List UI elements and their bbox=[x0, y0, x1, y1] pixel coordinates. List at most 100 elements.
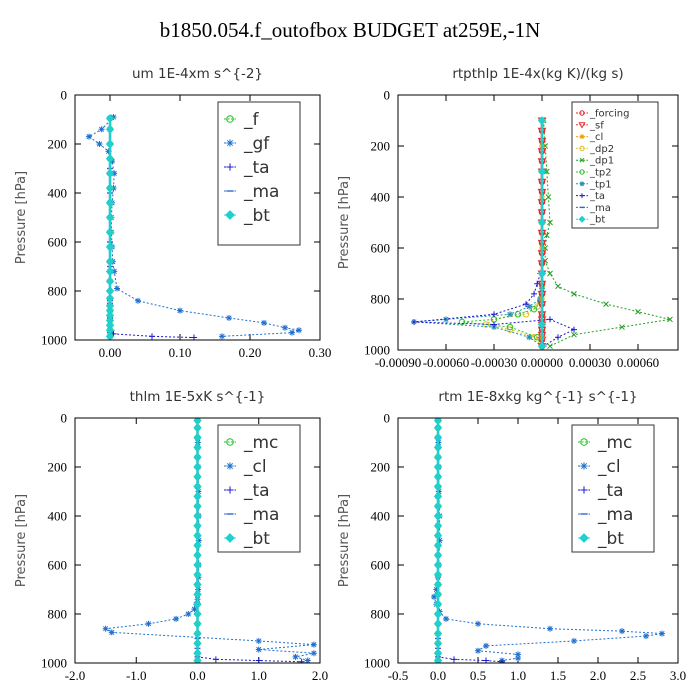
data-point bbox=[433, 443, 443, 452]
data-point bbox=[433, 433, 443, 442]
legend-label: _bt bbox=[597, 529, 624, 549]
legend-label: _ta bbox=[589, 191, 605, 202]
data-point bbox=[219, 333, 225, 340]
plot-frame bbox=[74, 94, 321, 341]
plot-area bbox=[102, 418, 317, 663]
data-point bbox=[310, 641, 317, 648]
data-point bbox=[659, 630, 665, 637]
data-point bbox=[537, 116, 547, 125]
x-tick-label: 0.0 bbox=[189, 668, 205, 683]
y-tick-label: 0 bbox=[384, 88, 391, 103]
data-point bbox=[531, 290, 537, 297]
legend-label: _forcing bbox=[589, 109, 630, 120]
y-tick-label: 400 bbox=[48, 186, 68, 201]
y-tick-label: 800 bbox=[48, 607, 68, 622]
legend-label: _bt bbox=[243, 206, 270, 226]
data-point bbox=[255, 637, 262, 644]
series-tp2 bbox=[458, 290, 546, 350]
legend-marker bbox=[579, 134, 585, 139]
data-point bbox=[193, 599, 202, 609]
data-point bbox=[105, 227, 115, 237]
y-tick-label: 200 bbox=[48, 460, 68, 475]
data-point bbox=[433, 452, 443, 462]
data-point bbox=[547, 343, 553, 350]
data-point bbox=[619, 324, 625, 330]
data-point bbox=[433, 648, 443, 658]
x-tick-label: 2.5 bbox=[630, 668, 646, 683]
data-point bbox=[530, 305, 538, 313]
legend-box bbox=[217, 101, 301, 246]
data-point bbox=[515, 651, 521, 658]
data-point bbox=[193, 560, 202, 570]
data-point bbox=[433, 629, 443, 638]
data-point bbox=[507, 311, 513, 318]
data-point bbox=[433, 639, 443, 648]
data-point bbox=[226, 314, 232, 321]
data-point bbox=[537, 167, 547, 176]
figure-title: b1850.054.f_outofbox BUDGET at259E,-1N bbox=[159, 18, 541, 42]
data-point bbox=[193, 452, 202, 462]
data-point bbox=[193, 472, 202, 482]
y-axis-label: Pressure [hPa] bbox=[14, 171, 29, 264]
data-point bbox=[433, 501, 443, 511]
data-point bbox=[105, 139, 115, 149]
plot-frame bbox=[74, 417, 321, 664]
legend-marker bbox=[579, 145, 585, 152]
legend-box bbox=[571, 424, 655, 553]
x-tick-label: 0.00060 bbox=[617, 355, 659, 370]
data-point bbox=[571, 291, 577, 297]
data-point bbox=[193, 541, 202, 550]
series-line bbox=[543, 120, 671, 347]
data-point bbox=[433, 462, 443, 472]
x-tick-label: -0.00090 bbox=[375, 355, 422, 370]
x-tick-label: 0.5 bbox=[470, 668, 486, 683]
legend-marker bbox=[580, 462, 588, 470]
x-tick-label: -0.5 bbox=[388, 668, 409, 683]
data-point bbox=[193, 492, 202, 501]
data-point bbox=[96, 141, 103, 147]
data-point bbox=[547, 316, 553, 323]
y-tick-label: 200 bbox=[371, 139, 391, 154]
data-point bbox=[193, 482, 202, 491]
legend-label: _cl bbox=[243, 457, 267, 477]
data-point bbox=[105, 198, 115, 208]
x-tick-label: 1.0 bbox=[510, 668, 526, 683]
data-point bbox=[135, 297, 141, 304]
data-point bbox=[433, 521, 443, 531]
legend-label: _dp2 bbox=[589, 144, 614, 155]
panel-1: um 1E-4xm s^{-2} Pressure [hPa] 0 200 400 600… bbox=[14, 66, 331, 360]
data-point bbox=[555, 283, 561, 290]
data-point bbox=[537, 320, 547, 329]
data-point bbox=[105, 242, 115, 252]
y-tick-label: 0 bbox=[61, 88, 68, 103]
legend-label: _mc bbox=[243, 433, 278, 453]
plot-area bbox=[86, 114, 302, 340]
legend-label: _gf bbox=[243, 134, 270, 154]
data-point bbox=[298, 658, 305, 663]
x-tick-label: 2.0 bbox=[312, 668, 328, 683]
data-point bbox=[433, 609, 443, 619]
legend-label: _bt bbox=[243, 529, 270, 549]
data-point bbox=[433, 531, 443, 540]
data-point bbox=[436, 537, 443, 544]
legend-marker bbox=[226, 462, 234, 470]
legend-marker bbox=[226, 139, 234, 147]
panel-title: thlm 1E-5xK s^{-1} bbox=[130, 389, 266, 405]
y-tick-label: 800 bbox=[48, 284, 68, 299]
data-point bbox=[193, 590, 202, 599]
data-point bbox=[105, 267, 115, 276]
data-point bbox=[537, 269, 547, 278]
y-tick-label: 600 bbox=[371, 241, 391, 256]
legend: _mc _cl _ta _ma _bt bbox=[571, 424, 655, 553]
data-point bbox=[261, 319, 267, 326]
data-point bbox=[547, 270, 553, 277]
data-point bbox=[149, 333, 155, 340]
data-point bbox=[433, 580, 443, 589]
data-point bbox=[433, 482, 443, 491]
legend-label: _ta bbox=[243, 158, 270, 178]
data-point bbox=[193, 433, 202, 442]
legend: _f _gf _ta _ma _bt bbox=[217, 101, 301, 246]
series-line bbox=[484, 286, 543, 347]
y-tick-label: 800 bbox=[371, 607, 391, 622]
data-point bbox=[296, 327, 302, 334]
